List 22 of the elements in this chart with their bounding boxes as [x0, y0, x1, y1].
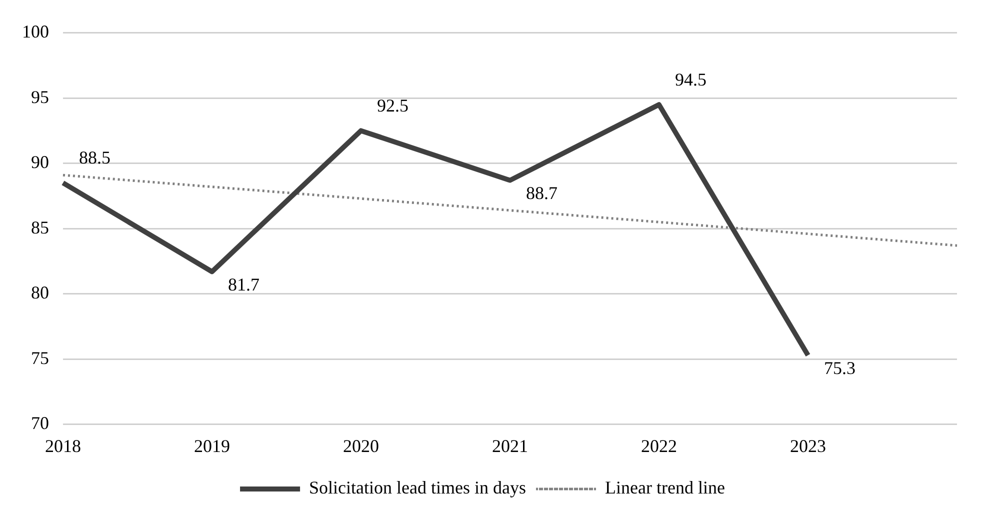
x-tick-label: 2019 [194, 436, 230, 456]
y-tick-label: 75 [31, 348, 49, 368]
legend-label: Linear trend line [605, 478, 725, 498]
x-tick-label: 2018 [45, 436, 81, 456]
y-tick-label: 95 [31, 86, 49, 107]
legend-label: Solicitation lead times in days [309, 478, 526, 498]
x-tick-label: 2020 [343, 436, 379, 456]
x-tick-label: 2022 [641, 436, 677, 456]
y-tick-label: 80 [31, 282, 49, 303]
y-tick-label: 90 [31, 152, 49, 172]
data-label: 75.3 [824, 358, 856, 378]
x-tick-label: 2021 [492, 436, 528, 456]
data-label: 94.5 [675, 69, 706, 90]
data-label: 92.5 [377, 95, 408, 116]
y-tick-label: 100 [22, 22, 49, 42]
data-label: 88.5 [79, 148, 110, 168]
x-tick-label: 2023 [790, 436, 826, 456]
line-series [62, 174, 958, 247]
data-label: 88.7 [526, 183, 558, 204]
data-label: 81.7 [228, 274, 260, 294]
y-tick-label: 85 [31, 217, 49, 238]
y-tick-label: 70 [31, 413, 49, 434]
